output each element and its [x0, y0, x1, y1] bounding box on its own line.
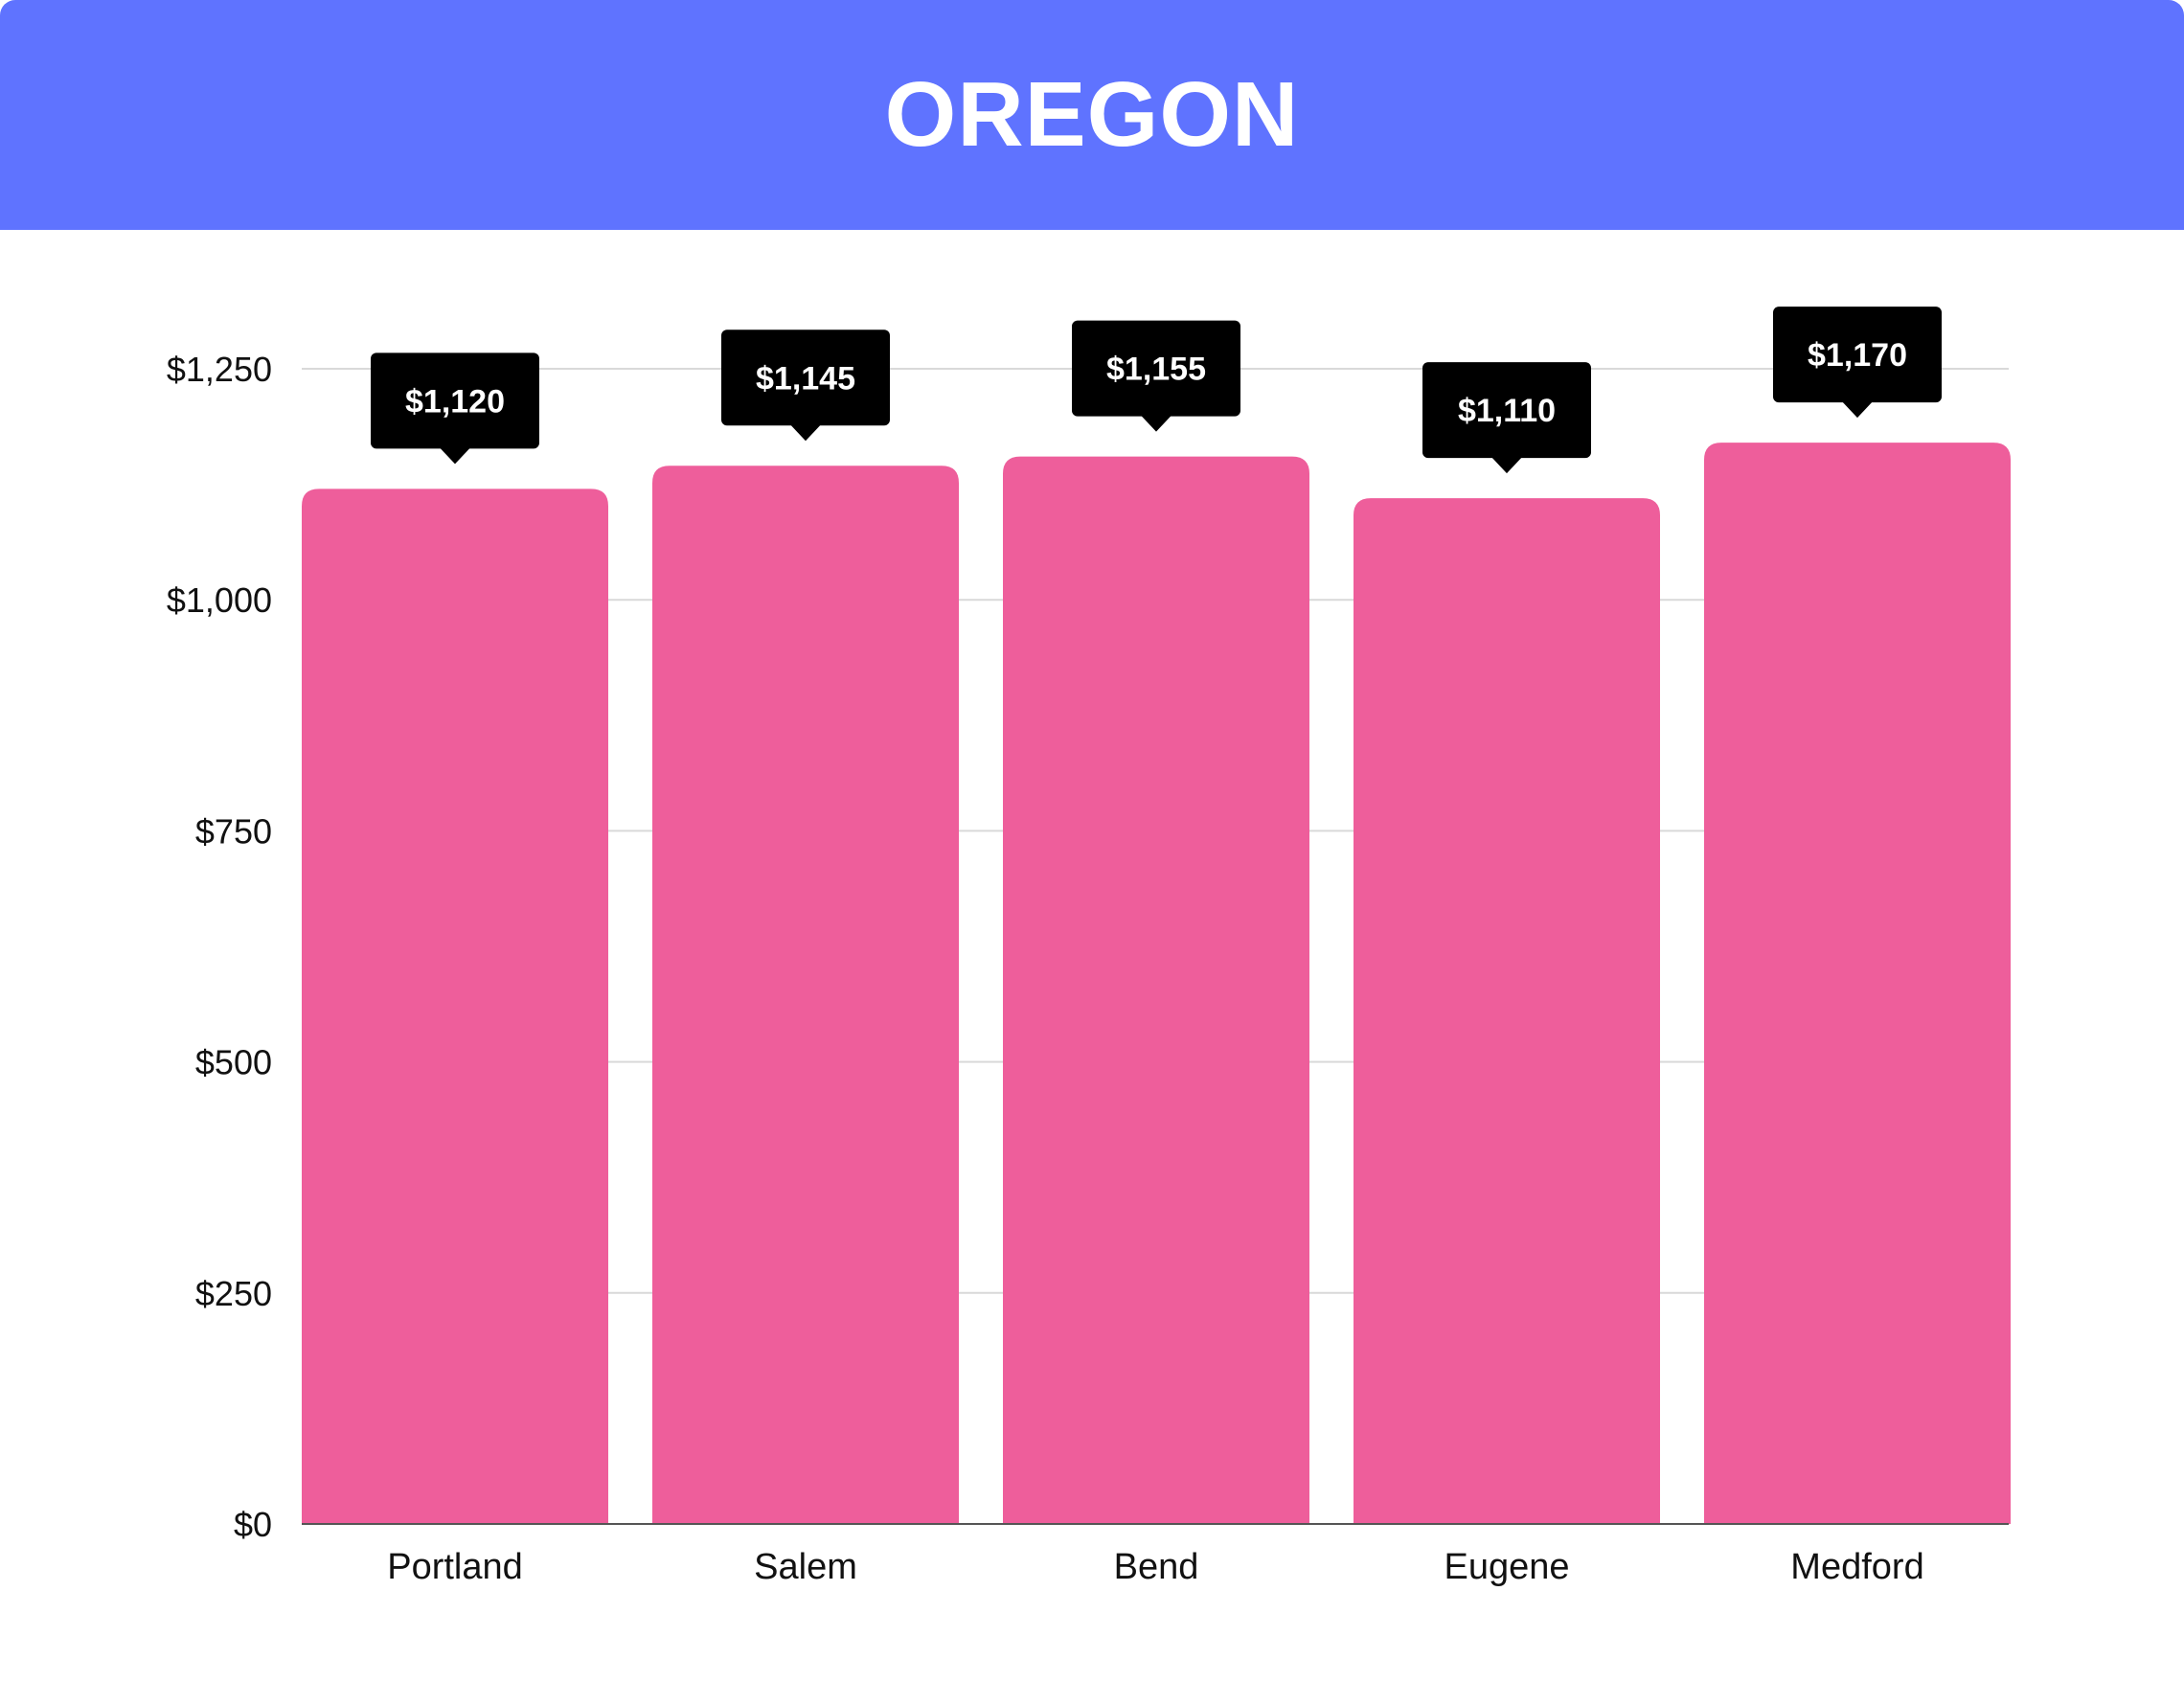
y-tick-label: $750 — [195, 811, 272, 851]
value-callout-pointer — [1842, 401, 1873, 419]
bar-medford — [1704, 443, 2011, 1525]
value-label: $1,110 — [1458, 393, 1556, 429]
y-axis-ticks: $0 $250 $500 $750 $1,000 $1,250 — [167, 350, 272, 1544]
y-tick-label: $250 — [195, 1274, 272, 1313]
value-callout: $1,155 — [1072, 320, 1240, 432]
value-label: $1,120 — [405, 383, 505, 420]
x-axis-categories: Portland Salem Bend Eugene Medford — [387, 1547, 1923, 1587]
value-label: $1,155 — [1106, 352, 1206, 388]
bar-portland — [302, 489, 608, 1524]
value-callout-box — [371, 352, 539, 449]
value-callout-pointer — [1141, 415, 1172, 432]
value-callout: $1,120 — [371, 352, 539, 465]
value-callout-box — [1072, 320, 1240, 417]
x-category-label: Salem — [754, 1547, 857, 1587]
bar-bend — [1003, 456, 1309, 1524]
bar-salem — [652, 466, 959, 1525]
y-tick-label: $500 — [195, 1043, 272, 1082]
chart-title: OREGON — [884, 63, 1300, 166]
bar-eugene — [1354, 498, 1660, 1524]
x-category-label: Eugene — [1444, 1547, 1569, 1587]
value-label: $1,170 — [1808, 337, 1907, 374]
bars — [302, 443, 2011, 1525]
value-callout-box — [1773, 307, 1942, 403]
value-callout-box — [1422, 362, 1591, 459]
x-category-label: Bend — [1114, 1547, 1199, 1587]
y-tick-label: $1,000 — [167, 580, 272, 620]
x-category-label: Portland — [387, 1547, 523, 1587]
y-tick-label: $1,250 — [167, 350, 272, 389]
value-callout-box — [721, 330, 890, 426]
value-callout: $1,170 — [1773, 307, 1942, 419]
value-callout-pointer — [440, 447, 470, 465]
value-labels: $1,120 $1,145 $1,155 $1,110 $1,170 — [371, 307, 1942, 474]
value-label: $1,145 — [756, 360, 855, 397]
chart-header: OREGON — [0, 0, 2184, 230]
value-callout-pointer — [790, 424, 821, 442]
value-callout: $1,110 — [1422, 362, 1591, 474]
x-category-label: Medford — [1790, 1547, 1923, 1587]
y-tick-label: $0 — [234, 1505, 272, 1544]
value-callout-pointer — [1491, 457, 1522, 474]
value-callout: $1,145 — [721, 330, 890, 442]
